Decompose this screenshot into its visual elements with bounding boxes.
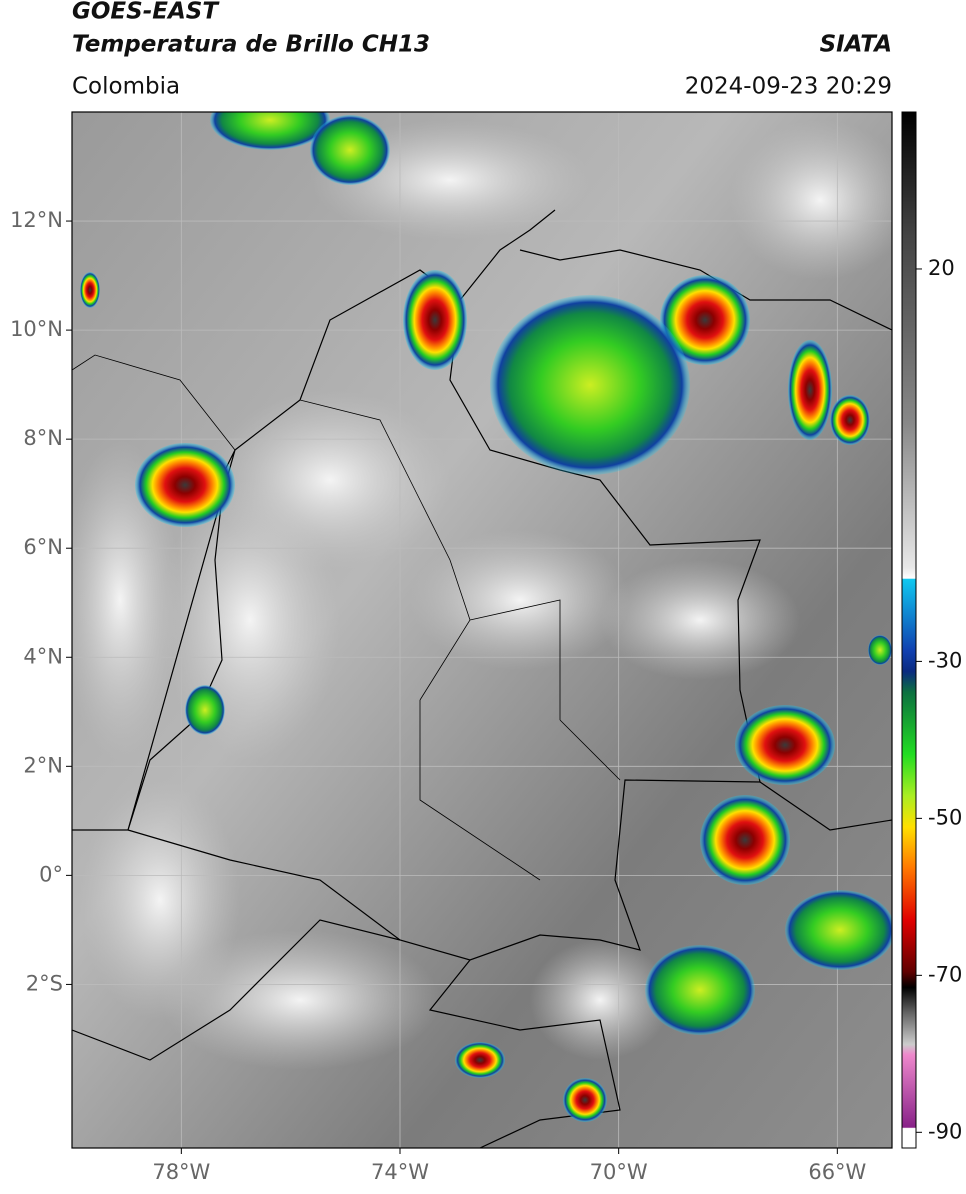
region: Colombia: [72, 74, 180, 100]
storm-cell: [788, 340, 832, 440]
y-tick-label: 2°S: [26, 971, 63, 995]
colorbar-tick-label: -70: [928, 962, 962, 986]
storm-cell: [135, 443, 235, 527]
y-tick-label: 10°N: [10, 317, 63, 341]
storm-cell: [455, 1042, 505, 1078]
x-tick-label: 70°W: [590, 1160, 648, 1184]
cloud: [530, 940, 670, 1060]
storm-cell: [563, 1078, 607, 1122]
colorbar-tick-label: -90: [928, 1119, 962, 1143]
venezuela-coast: [459, 209, 892, 831]
colorbar-tick-label: 20: [928, 256, 955, 280]
storm-cell: [80, 272, 100, 308]
y-tick-label: 4°N: [23, 644, 63, 668]
storm-cell: [490, 295, 690, 475]
storm-cell: [210, 112, 330, 150]
storm-cell: [830, 395, 870, 445]
y-tick-label: 0°: [39, 862, 63, 886]
internal-borders: [72, 354, 621, 881]
storm-cell: [403, 270, 467, 370]
cloud: [600, 560, 800, 680]
title: Temperatura de Brillo CH13: [72, 32, 430, 58]
y-tick-label: 8°N: [23, 426, 63, 450]
header-line: GOES-EAST: [72, 0, 220, 25]
storm-cell: [868, 635, 892, 665]
source: SIATA: [820, 32, 892, 58]
storm-cell: [735, 705, 835, 785]
cloud: [730, 120, 892, 280]
convective-cells: [80, 112, 892, 1122]
y-tick-label: 6°N: [23, 535, 63, 559]
map-frame: [71, 111, 893, 1149]
colorbar-tick-label: -30: [928, 648, 962, 672]
map-image: [72, 112, 892, 1148]
y-tick-label: 12°N: [10, 208, 63, 232]
storm-cell: [785, 890, 892, 970]
cloud: [160, 930, 440, 1070]
storm-cell: [310, 115, 390, 185]
storm-cell: [660, 275, 750, 365]
cloud: [410, 530, 630, 670]
storm-cell: [645, 945, 755, 1035]
datetime: 2024-09-23 20:29: [685, 74, 892, 100]
cloud: [72, 440, 180, 760]
colorbar: [901, 111, 917, 1149]
southern-borders: [72, 919, 621, 1148]
axis-ticks: 78°W 74°W 70°W 66°W 12°N 10°N 8°N 6°N 4°N 2°N 0° 2°…: [10, 208, 866, 1184]
x-tick-label: 66°W: [808, 1160, 866, 1184]
colorbar-tick-label: -50: [928, 805, 962, 829]
storm-cell: [700, 795, 790, 885]
colorbar-ticks: 20 -30 -50 -70 -90: [916, 256, 962, 1143]
y-tick-label: 2°N: [23, 753, 63, 777]
storm-cell: [185, 685, 225, 735]
x-tick-label: 74°W: [371, 1160, 429, 1184]
x-tick-label: 78°W: [152, 1160, 210, 1184]
